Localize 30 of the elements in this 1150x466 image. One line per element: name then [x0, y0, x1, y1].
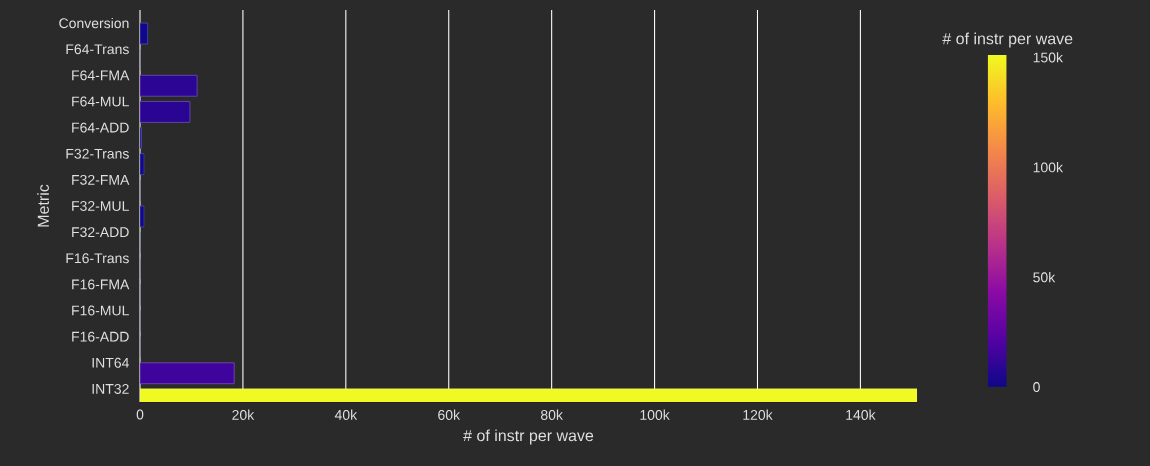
x-tick-label: 0 — [136, 409, 144, 420]
y-tick-label: F16-FMA — [72, 279, 130, 290]
y-tick-label: F64-ADD — [72, 122, 129, 133]
y-tick-label: F16-Trans — [66, 253, 129, 264]
y-tick-label: F32-Trans — [66, 148, 129, 159]
color-bar-label: 100k — [1033, 162, 1063, 173]
x-tick-label: 140k — [846, 409, 876, 420]
y-tick-label: F16-MUL — [72, 305, 129, 316]
x-tick-label: 20k — [232, 409, 255, 420]
y-tick-label: Conversion — [59, 17, 129, 29]
x-tick-label: 60k — [438, 409, 461, 420]
y-tick-label: F64-Trans — [66, 44, 129, 55]
x-tick-label: 40k — [334, 409, 358, 420]
x-axis-title: # of instr per wave — [463, 429, 594, 445]
color-bar-title: # of instr per wave — [942, 32, 1073, 48]
y-tick-label: F64-MUL — [72, 96, 129, 107]
y-axis-title: Metric — [37, 184, 49, 227]
y-tick-label: F16-ADD — [72, 331, 129, 342]
color-bar-label: 50k — [1033, 272, 1056, 283]
y-tick-label: INT64 — [92, 357, 129, 368]
x-tick-label: 80k — [540, 409, 563, 420]
color-bar-label: 0 — [1033, 382, 1040, 393]
y-tick-label: F32-ADD — [72, 227, 129, 238]
x-tick-label: 100k — [640, 409, 670, 420]
x-tick-label: 120k — [743, 409, 773, 420]
y-tick-label: INT32 — [92, 383, 129, 394]
y-tick-label: F32-MUL — [72, 201, 129, 211]
color-bar-label: 150k — [1033, 52, 1063, 63]
y-tick-label: F64-FMA — [72, 70, 130, 81]
y-tick-label: F32-FMA — [72, 174, 130, 185]
